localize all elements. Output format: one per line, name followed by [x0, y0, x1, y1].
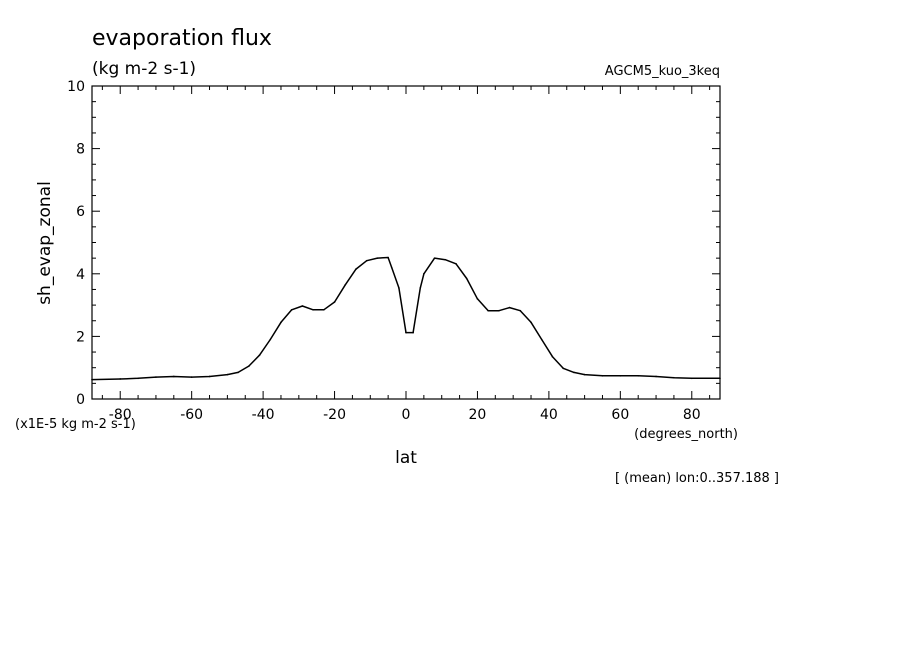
data-point: [290, 308, 293, 311]
x-tick-label: -60: [180, 407, 203, 423]
data-point: [433, 257, 436, 259]
data-point: [719, 377, 721, 380]
data-point: [301, 305, 304, 307]
data-point: [280, 321, 282, 324]
x-axis: -80 -60 -40 -20 0 20 40 60 80: [101, 86, 711, 423]
data-point: [248, 365, 250, 367]
footnote: [ (mean) lon:0..357.188 ]: [615, 471, 779, 486]
data-point: [355, 268, 357, 270]
dataset-label: AGCM5_kuo_3keq: [605, 64, 720, 79]
data-point: [190, 376, 193, 378]
data-point: [530, 321, 532, 324]
data-point: [376, 257, 379, 259]
data-point: [498, 309, 500, 312]
data-point: [423, 273, 425, 275]
data-point: [137, 377, 139, 380]
x-tick-label: 80: [683, 407, 701, 423]
x-tick-label: 60: [611, 407, 629, 423]
x-axis-units: (degrees_north): [634, 427, 738, 442]
data-point: [208, 375, 211, 378]
y-tick-label: 10: [67, 79, 85, 95]
data-point: [673, 376, 675, 379]
data-point: [690, 377, 693, 380]
data-point: [269, 338, 272, 341]
x-tick-label: -20: [323, 407, 346, 423]
data-point: [333, 301, 336, 303]
data-point: [173, 375, 175, 378]
y-axis-units: (x1E-5 kg m-2 s-1): [15, 417, 136, 432]
data-point: [551, 355, 554, 358]
x-axis-label: lat: [395, 448, 417, 468]
data-point: [619, 375, 622, 377]
y-tick-label: 4: [76, 267, 85, 283]
data-point: [540, 338, 543, 341]
data-point: [637, 375, 639, 377]
data-point: [655, 375, 657, 378]
y-axis-label: sh_evap_zonal: [35, 181, 55, 305]
data-point: [508, 306, 511, 309]
data-point: [601, 375, 604, 377]
data-point: [444, 258, 447, 261]
data-point: [455, 262, 457, 265]
data-point: [412, 331, 414, 334]
data-point: [583, 373, 586, 376]
data-point: [226, 373, 229, 376]
x-tick-label: -80: [109, 407, 132, 423]
x-tick-label: -40: [252, 407, 275, 423]
data-point: [323, 308, 325, 311]
data-point: [390, 266, 393, 269]
x-tick-label: 0: [402, 407, 411, 423]
data-point: [258, 354, 261, 356]
data-point: [398, 287, 400, 289]
y-axis: 0 2 4 6 8 10: [67, 79, 720, 408]
data-points: [91, 256, 721, 381]
data-point: [344, 283, 347, 286]
x-tick-label: 20: [469, 407, 487, 423]
x-tick-label: 40: [540, 407, 558, 423]
y-tick-label: 6: [76, 204, 85, 220]
data-point: [487, 309, 489, 312]
data-point: [119, 378, 122, 380]
y-tick-label: 0: [76, 392, 85, 408]
data-point: [465, 277, 468, 280]
data-point: [365, 259, 368, 262]
data-point: [419, 287, 422, 289]
y-tick-label: 8: [76, 142, 85, 158]
data-point: [387, 256, 389, 259]
data-point: [476, 298, 479, 300]
data-point: [573, 371, 575, 374]
y-tick-label: 2: [76, 329, 85, 345]
data-point: [155, 376, 157, 378]
chart-subtitle: (kg m-2 s-1): [92, 59, 196, 79]
data-point: [519, 309, 522, 312]
data-point: [405, 331, 407, 334]
chart-title: evaporation flux: [92, 26, 272, 51]
data-point: [237, 371, 239, 374]
data-point: [562, 367, 564, 370]
data-point: [312, 308, 314, 311]
data-point: [91, 378, 93, 381]
